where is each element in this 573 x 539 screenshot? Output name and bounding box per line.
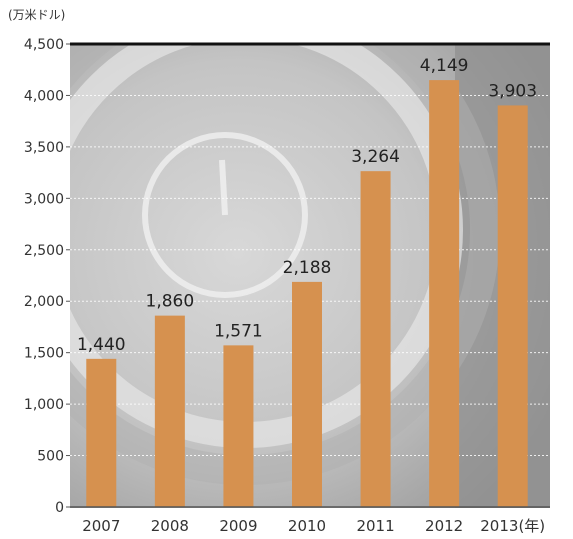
bar (86, 358, 117, 507)
data-label: 3,903 (488, 81, 537, 101)
data-labels: 1,440 1,860 1,571 2,188 3,264 4,149 3,903 (77, 56, 537, 355)
data-label: 4,149 (420, 56, 469, 76)
bar (223, 345, 254, 507)
bar (360, 171, 391, 508)
y-tick-label: 2,500 (24, 243, 64, 259)
x-axis-ticks: 2007 2008 2009 2010 2011 2012 2013(年) (82, 517, 545, 535)
y-tick-label: 2,000 (24, 294, 64, 310)
y-axis-ticks: 0 500 1,000 1,500 2,000 2,500 3,000 3,500 4,000 4… (24, 37, 70, 516)
data-label: 2,188 (283, 258, 332, 278)
x-tick-label: 2010 (288, 517, 326, 535)
y-tick-label: 4,000 (24, 88, 64, 104)
data-label: 3,264 (351, 147, 400, 167)
bar (292, 281, 322, 507)
data-label: 1,860 (146, 292, 195, 312)
y-tick-label: 500 (37, 449, 64, 465)
x-tick-label: 2008 (151, 517, 189, 535)
y-tick-label: 1,500 (24, 346, 64, 362)
x-tick-label: 2013(年) (480, 517, 545, 535)
bar (154, 315, 185, 507)
y-tick-label: 1,000 (24, 397, 64, 413)
x-tick-label: 2012 (425, 517, 463, 535)
x-tick-label: 2011 (356, 517, 394, 535)
y-tick-label: 3,000 (24, 191, 64, 207)
y-unit-label: (万米ドル) (8, 8, 65, 22)
y-tick-label: 0 (55, 500, 64, 516)
x-tick-label: 2009 (219, 517, 257, 535)
y-tick-label: 3,500 (24, 140, 64, 156)
data-label: 1,571 (214, 321, 263, 341)
bar (429, 80, 460, 507)
bar (497, 105, 528, 507)
y-tick-label: 4,500 (24, 37, 64, 53)
x-tick-label: 2007 (82, 517, 120, 535)
data-label: 1,440 (77, 335, 126, 355)
bars (86, 80, 528, 508)
